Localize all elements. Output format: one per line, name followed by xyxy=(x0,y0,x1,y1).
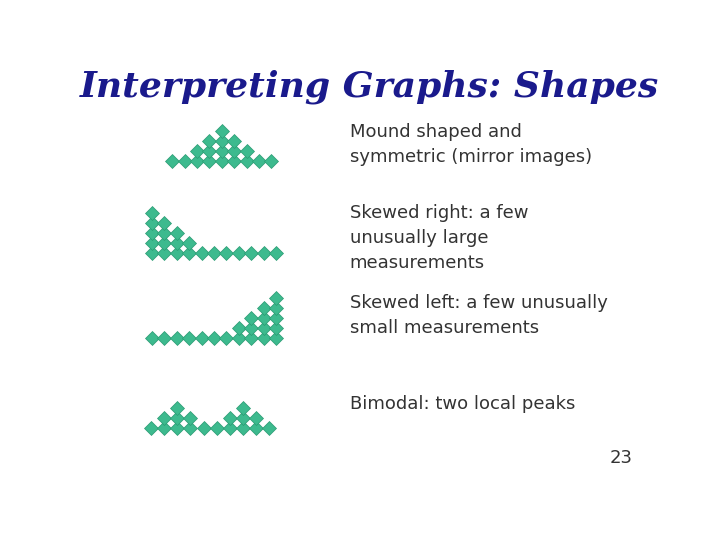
Text: Skewed right: a few
unusually large
measurements: Skewed right: a few unusually large meas… xyxy=(350,204,528,272)
Text: Bimodal: two local peaks: Bimodal: two local peaks xyxy=(350,395,575,413)
Text: 23: 23 xyxy=(610,449,632,467)
Text: Skewed left: a few unusually
small measurements: Skewed left: a few unusually small measu… xyxy=(350,294,608,336)
Text: Mound shaped and
symmetric (mirror images): Mound shaped and symmetric (mirror image… xyxy=(350,123,592,166)
Text: Interpreting Graphs: Shapes: Interpreting Graphs: Shapes xyxy=(79,69,659,104)
